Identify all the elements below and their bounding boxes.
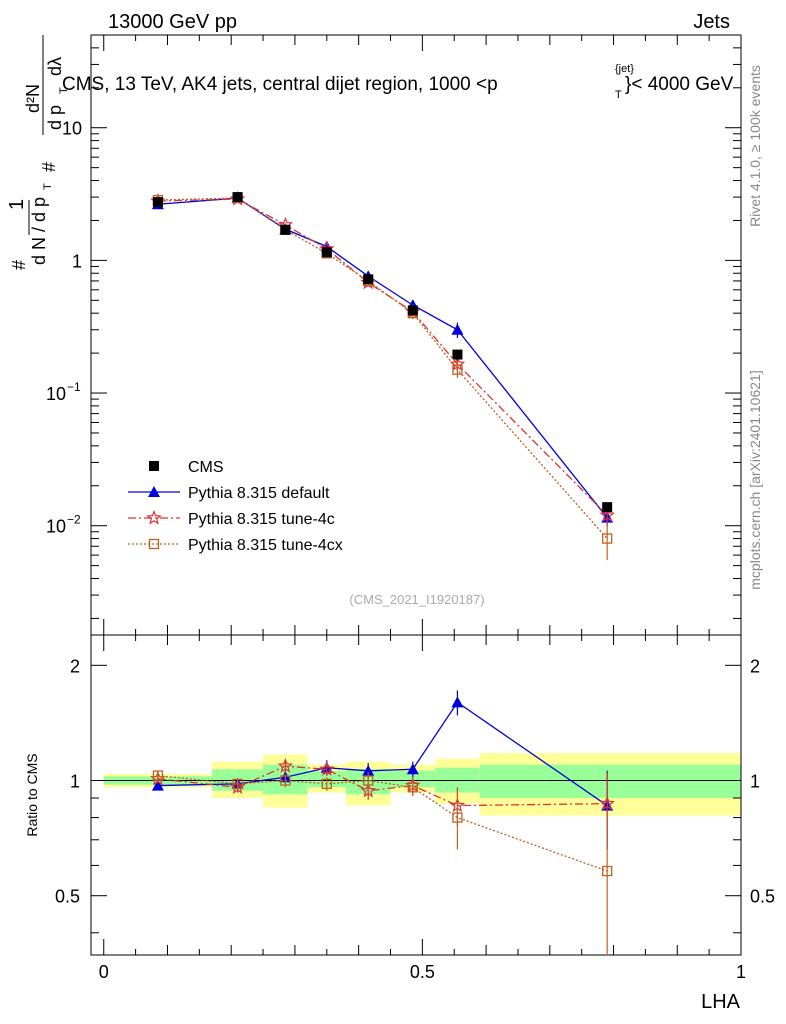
ratio-point — [151, 779, 164, 791]
chart-title-sub: T — [615, 89, 622, 101]
data-point — [152, 197, 163, 208]
ratio-y-tick-label: 0.5 — [55, 887, 80, 907]
ratio-point — [363, 775, 374, 786]
legend-label: CMS — [188, 459, 224, 476]
ratio-y-tick-label-right: 0.5 — [750, 887, 775, 907]
labels: 13000 GeV pp Jets (CMS_2021_I1920187) LH… — [6, 11, 763, 1013]
legend-marker — [149, 461, 159, 471]
header-right: Jets — [693, 11, 730, 33]
legend: CMS Pythia 8.315 default Pythia 8.315 tune… — [128, 459, 343, 554]
x-tick-label: 1 — [736, 962, 746, 982]
data-point — [280, 224, 291, 235]
legend-label: Pythia 8.315 default — [188, 485, 330, 502]
x-tick-label: 0 — [99, 962, 109, 982]
series-line-2 — [157, 198, 608, 516]
ratio-y-tick-label-right: 1 — [750, 772, 760, 792]
header-left: 13000 GeV pp — [108, 11, 237, 33]
ratio-point — [599, 795, 616, 811]
ratio-line-2 — [157, 765, 608, 807]
data-point — [321, 247, 332, 258]
ratio-y-tick-label: 1 — [70, 772, 80, 792]
y-label-d2N: d²N — [23, 84, 43, 113]
chart-title-sup: {jet} — [615, 63, 634, 75]
x-axis-label: LHA — [701, 991, 741, 1013]
chart-title-end: }< 4000 GeV — [625, 74, 734, 95]
y-tick-label: 10 — [46, 517, 66, 537]
y-label-hash1: # — [9, 260, 29, 270]
ratio-line-3 — [157, 774, 608, 872]
data-point — [452, 349, 463, 360]
watermark: (CMS_2021_I1920187) — [349, 592, 484, 607]
ratio-y-tick-label: 2 — [70, 656, 80, 676]
series-line-3 — [157, 197, 608, 539]
ratio-point — [406, 763, 419, 775]
ratio-point — [602, 865, 613, 877]
y-label-sub-T2: T — [58, 87, 70, 94]
ratio-point — [451, 696, 464, 708]
side-label-bottom: mcplots.cern.ch [arXiv:2401.10621] — [747, 370, 763, 589]
y-label-dpT: d p — [45, 105, 65, 130]
data-point — [599, 507, 615, 522]
y-label-dlambda: dλ — [45, 57, 65, 76]
y-tick-label: 10 — [62, 119, 82, 139]
chart-title-main: CMS, 13 TeV, AK4 jets, central dijet reg… — [62, 74, 498, 95]
y-label-hash2: # — [39, 162, 59, 172]
data-point — [452, 364, 463, 375]
y-label-one: 1 — [6, 199, 28, 210]
ratio-point — [232, 778, 243, 790]
ratio-y-tick-label-right: 2 — [750, 656, 760, 676]
ratio-point — [452, 812, 463, 823]
ratio-point — [407, 782, 418, 793]
ratio-point — [319, 761, 335, 776]
ratio-point — [360, 782, 376, 798]
legend-marker — [148, 486, 160, 497]
ratio-point — [321, 778, 332, 790]
ratio-point — [152, 770, 164, 781]
legend-marker — [146, 509, 162, 525]
data-point — [451, 323, 464, 335]
ratio-point — [362, 764, 375, 776]
series-line-1 — [157, 197, 608, 519]
data-point — [232, 192, 243, 203]
x-tick-label: 0.5 — [410, 962, 435, 982]
y-label-sub-T: T — [42, 183, 54, 190]
y-tick-exponent: −1 — [67, 380, 81, 394]
data-point — [407, 305, 418, 316]
y-tick-label: 10 — [46, 384, 66, 404]
ratio-point — [280, 775, 291, 786]
ratio-panel: 0.5 0.5 1 1 2 2 0 0.5 1 — [55, 634, 775, 982]
ratio-frame — [90, 634, 742, 956]
side-label-top: Rivet 4.1.0, ≥ 100k events — [747, 65, 763, 227]
data-point — [363, 274, 374, 285]
y-tick-label: 1 — [72, 251, 82, 271]
legend-label: Pythia 8.315 tune-4c — [188, 511, 335, 528]
legend-label: Pythia 8.315 tune-4cx — [188, 537, 343, 554]
ratio-y-label: Ratio to CMS — [24, 753, 40, 836]
ratio-point — [277, 758, 294, 773]
data-point — [602, 533, 613, 544]
main-y-label: # 1 d N / d p T # d²N d p T dλ — [6, 35, 70, 270]
y-tick-exponent: −2 — [67, 513, 81, 527]
data-point — [602, 502, 613, 513]
chart-title: CMS, 13 TeV, AK4 jets, central dijet reg… — [62, 74, 498, 95]
ratio-band-green-7 — [479, 764, 741, 799]
legend-marker — [148, 538, 160, 550]
y-label-dN: d N / d p — [29, 197, 49, 265]
